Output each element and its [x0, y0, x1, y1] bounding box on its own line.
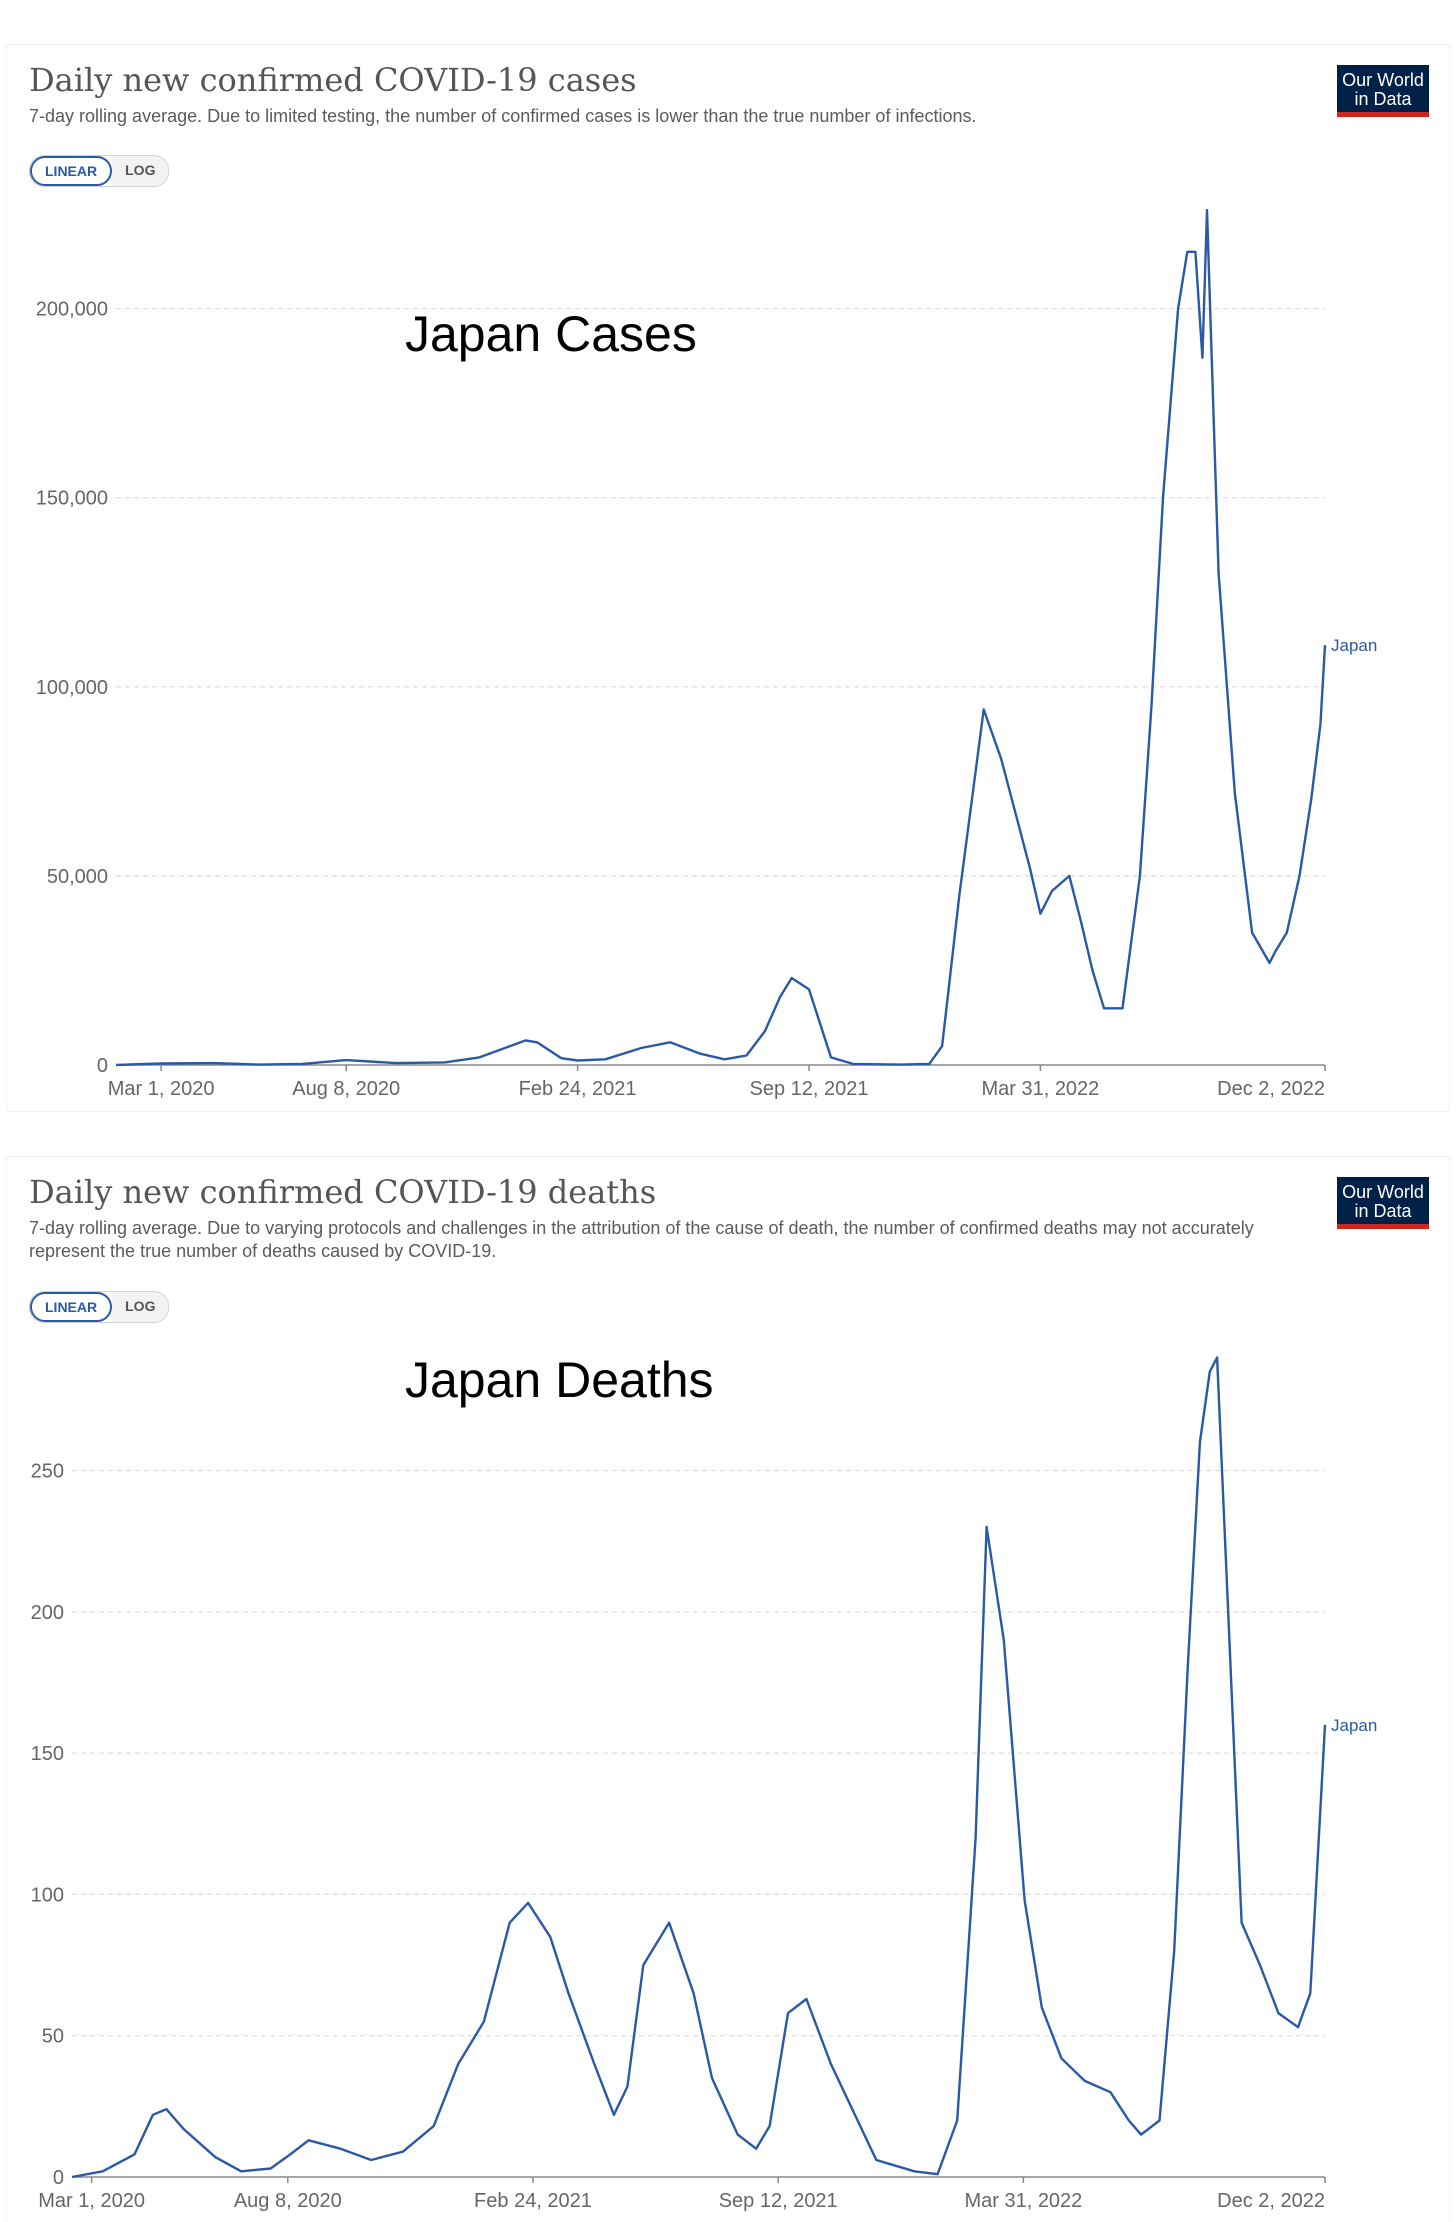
y-tick-label: 100: [31, 1884, 64, 1906]
x-tick-label: Feb 24, 2021: [474, 2190, 592, 2212]
x-tick-label: Mar 1, 2020: [38, 2190, 145, 2212]
chart-subtitle: 7-day rolling average. Due to varying pr…: [29, 1218, 1254, 1261]
linear-scale-button[interactable]: LINEAR: [30, 156, 113, 186]
overlay-label: Japan Cases: [405, 306, 697, 362]
y-tick-label: 50: [42, 2026, 64, 2048]
x-tick-label: Dec 2, 2022: [1217, 2190, 1325, 2212]
logo-line-2: in Data: [1354, 1201, 1412, 1221]
y-tick-label: 250: [31, 1461, 64, 1483]
y-tick-label: 0: [53, 2167, 64, 2189]
x-tick-label: Feb 24, 2021: [519, 1078, 637, 1100]
cases-chart-panel: Daily new confirmed COVID-19 cases 7-day…: [6, 44, 1450, 1112]
series-label: Japan: [1331, 636, 1377, 655]
x-tick-label: Mar 1, 2020: [108, 1078, 215, 1100]
owid-logo[interactable]: Our World in Data: [1337, 65, 1429, 117]
chart-subtitle: 7-day rolling average. Due to limited te…: [29, 106, 977, 126]
y-tick-label: 150: [31, 1743, 64, 1765]
series-line-japan: [115, 208, 1327, 1067]
logo-line-2: in Data: [1354, 89, 1412, 109]
owid-logo[interactable]: Our World in Data: [1337, 1177, 1429, 1229]
chart-title: Daily new confirmed COVID-19 cases: [29, 61, 637, 99]
linear-scale-button[interactable]: LINEAR: [30, 1292, 113, 1322]
x-tick-label: Sep 12, 2021: [719, 2190, 838, 2212]
chart-title: Daily new confirmed COVID-19 deaths: [29, 1173, 657, 1211]
logo-line-1: Our World: [1342, 70, 1424, 90]
series-label: Japan: [1331, 1716, 1377, 1735]
log-scale-button[interactable]: LOG: [112, 156, 169, 186]
deaths-chart-panel: Daily new confirmed COVID-19 deaths 7-da…: [6, 1156, 1450, 2222]
overlay-label: Japan Deaths: [405, 1352, 714, 1408]
y-tick-label: 150,000: [36, 488, 108, 510]
log-scale-button[interactable]: LOG: [112, 1292, 169, 1322]
series-line-japan: [71, 1356, 1327, 2179]
y-tick-label: 50,000: [47, 866, 108, 888]
x-tick-label: Mar 31, 2022: [981, 1078, 1099, 1100]
logo-line-1: Our World: [1342, 1182, 1424, 1202]
x-tick-label: Aug 8, 2020: [292, 1078, 400, 1100]
y-tick-label: 200,000: [36, 299, 108, 321]
scale-toggle: LINEAR LOG: [29, 1291, 170, 1323]
x-tick-label: Sep 12, 2021: [750, 1078, 869, 1100]
scale-toggle: LINEAR LOG: [29, 155, 170, 187]
y-tick-label: 200: [31, 1602, 64, 1624]
y-tick-label: 100,000: [36, 677, 108, 699]
x-tick-label: Aug 8, 2020: [234, 2190, 342, 2212]
y-tick-label: 0: [97, 1055, 108, 1077]
x-tick-label: Mar 31, 2022: [964, 2190, 1082, 2212]
x-tick-label: Dec 2, 2022: [1217, 1078, 1325, 1100]
